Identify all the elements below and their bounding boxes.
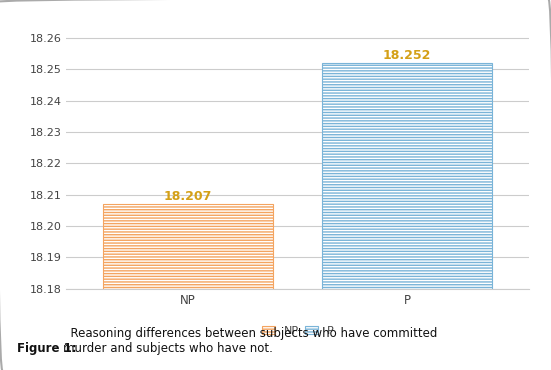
Text: 18.252: 18.252 [383,49,431,62]
Text: Figure 1:: Figure 1: [17,342,76,355]
Bar [102,204,273,289]
Bar [322,63,493,289]
Bar [322,63,493,289]
Text: Reasoning differences between subjects who have committed
murder and subjects wh: Reasoning differences between subjects w… [63,327,437,355]
Legend: NP, P: NP, P [262,326,333,336]
Bar [102,204,273,289]
Text: 18.207: 18.207 [164,190,212,203]
